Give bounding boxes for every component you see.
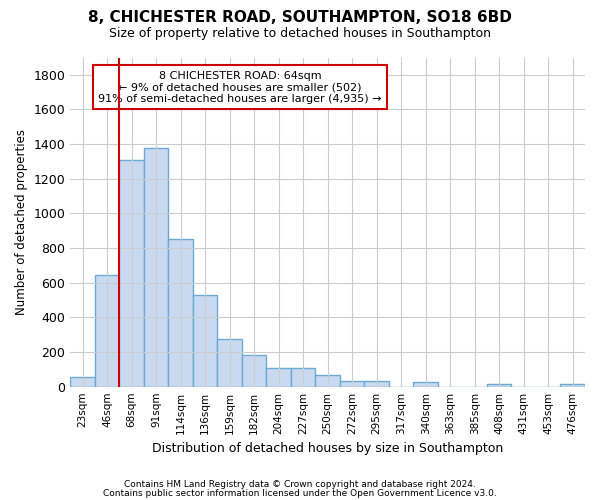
Bar: [144, 148, 169, 386]
Bar: [119, 160, 144, 386]
Bar: [193, 295, 217, 386]
Bar: [266, 368, 291, 386]
Bar: [560, 384, 585, 386]
Bar: [364, 382, 389, 386]
Text: 8, CHICHESTER ROAD, SOUTHAMPTON, SO18 6BD: 8, CHICHESTER ROAD, SOUTHAMPTON, SO18 6B…: [88, 10, 512, 25]
Bar: [70, 377, 95, 386]
Bar: [95, 275, 119, 386]
Bar: [242, 356, 266, 386]
Text: Size of property relative to detached houses in Southampton: Size of property relative to detached ho…: [109, 28, 491, 40]
Bar: [217, 339, 242, 386]
Bar: [316, 376, 340, 386]
Text: 8 CHICHESTER ROAD: 64sqm
← 9% of detached houses are smaller (502)
91% of semi-d: 8 CHICHESTER ROAD: 64sqm ← 9% of detache…: [98, 70, 382, 104]
X-axis label: Distribution of detached houses by size in Southampton: Distribution of detached houses by size …: [152, 442, 503, 455]
Bar: [413, 382, 438, 386]
Bar: [169, 240, 193, 386]
Bar: [291, 368, 316, 386]
Bar: [340, 380, 364, 386]
Text: Contains public sector information licensed under the Open Government Licence v3: Contains public sector information licen…: [103, 488, 497, 498]
Text: Contains HM Land Registry data © Crown copyright and database right 2024.: Contains HM Land Registry data © Crown c…: [124, 480, 476, 489]
Y-axis label: Number of detached properties: Number of detached properties: [15, 129, 28, 315]
Bar: [487, 384, 511, 386]
